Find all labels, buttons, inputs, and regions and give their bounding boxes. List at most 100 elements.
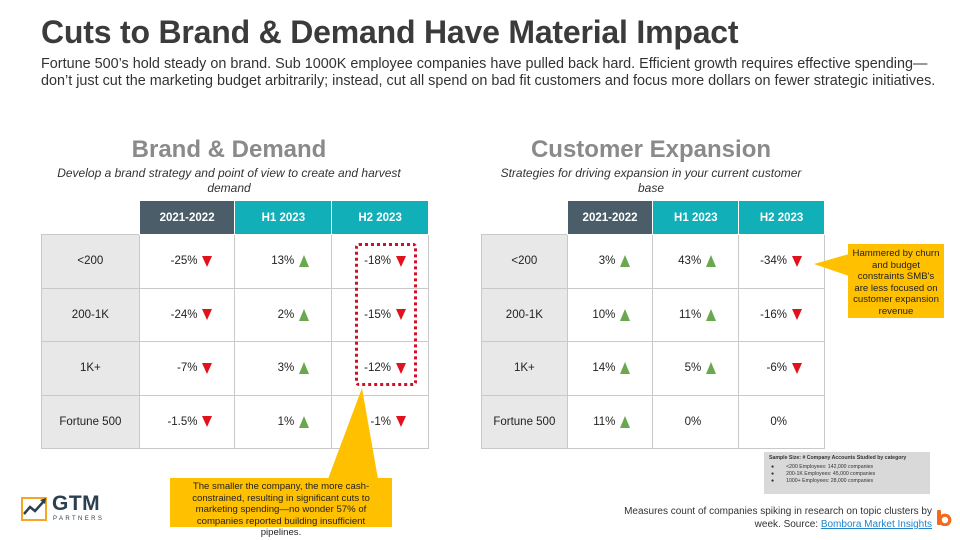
down-arrow-icon — [792, 309, 802, 321]
data-cell: -6% — [738, 341, 825, 396]
row-label: 1K+ — [481, 341, 568, 396]
data-cell: -24% — [138, 287, 236, 342]
data-cell: -1.5% — [138, 394, 236, 449]
gtm-logo: GTM PARTNERS — [21, 492, 121, 526]
sample-item: 200-1K Employees: 45,000 companies — [769, 471, 925, 478]
up-arrow-icon — [706, 255, 717, 268]
up-arrow-icon — [620, 255, 631, 268]
up-arrow-icon — [706, 308, 717, 321]
data-cell: 5% — [652, 341, 740, 396]
cell-value: 3% — [277, 362, 295, 375]
small-company-callout: The smaller the company, the more cash-c… — [170, 478, 392, 538]
churn-callout: Hammered by churn and budget constraints… — [848, 244, 944, 318]
table-row: <200 -25% 13% -18% — [41, 234, 429, 289]
col-header: H2 2023 — [738, 200, 825, 235]
cell-value: 0% — [684, 415, 702, 428]
table-row: <200 3% 43% -34% — [481, 234, 825, 289]
slide-subtitle: Fortune 500’s hold steady on brand. Sub … — [41, 56, 936, 89]
data-cell: 11% — [652, 287, 740, 342]
cell-value: 0% — [770, 415, 787, 428]
cell-value: -1.5% — [167, 415, 198, 428]
table-row: 200-1K 10% 11% -16% — [481, 287, 825, 342]
row-label: <200 — [41, 234, 140, 289]
cell-value: -34% — [760, 255, 787, 268]
data-cell: 10% — [566, 287, 654, 342]
cell-value: 5% — [684, 362, 702, 375]
table-row: Fortune 500 11% 0% 0% — [481, 394, 825, 449]
up-arrow-icon — [620, 415, 631, 428]
cell-value: 43% — [678, 255, 702, 268]
cell-value: 11% — [593, 415, 616, 428]
corner-cell — [41, 200, 140, 235]
data-cell: 43% — [652, 234, 740, 289]
cell-value: 10% — [592, 308, 616, 321]
col-header: 2021-2022 — [138, 200, 236, 235]
expansion-section-title: Customer Expansion — [530, 136, 772, 163]
up-arrow-icon — [299, 362, 310, 375]
sample-item: 1000+ Employees: 28,000 companies — [769, 478, 925, 485]
callout-pointer — [814, 254, 849, 276]
up-arrow-icon — [299, 308, 310, 321]
slide-title: Cuts to Brand & Demand Have Material Imp… — [41, 14, 739, 50]
footnote: Measures count of companies spiking in r… — [602, 505, 932, 531]
cell-value: -18% — [364, 255, 391, 268]
brand-section-title: Brand & Demand — [131, 136, 327, 163]
logo-sub: PARTNERS — [53, 516, 105, 522]
table-row: 200-1K -24% 2% -15% — [41, 287, 429, 342]
col-header: H1 2023 — [652, 200, 740, 235]
cell-value: 11% — [679, 308, 702, 321]
col-header: 2021-2022 — [566, 200, 654, 235]
data-cell: 3% — [234, 341, 333, 396]
cell-value: -24% — [170, 308, 198, 321]
cell-value: -16% — [760, 308, 787, 321]
cell-value: 3% — [598, 255, 616, 268]
cell-value: 13% — [271, 255, 295, 268]
table-row: 1K+ -7% 3% -12% — [41, 341, 429, 396]
cell-value: 14% — [592, 362, 616, 375]
brand-section-desc: Develop a brand strategy and point of vi… — [57, 166, 401, 195]
col-header: H1 2023 — [234, 200, 333, 235]
cell-value: -7% — [177, 362, 198, 375]
data-cell: -25% — [138, 234, 236, 289]
callout-pointer — [328, 388, 378, 479]
data-cell: 13% — [234, 234, 333, 289]
chart-logo-icon — [21, 497, 47, 521]
cell-value: -1% — [370, 415, 391, 428]
data-cell: 1% — [234, 394, 333, 449]
row-label: 200-1K — [41, 287, 140, 342]
bombora-logo-icon — [937, 510, 952, 526]
col-header: H2 2023 — [331, 200, 429, 235]
highlight-box — [355, 243, 417, 386]
down-arrow-icon — [396, 416, 406, 428]
cell-value: 2% — [277, 308, 295, 321]
sample-size-title: Sample Size: # Company Accounts Studied … — [769, 455, 907, 461]
down-arrow-icon — [396, 255, 406, 267]
up-arrow-icon — [620, 362, 631, 375]
data-cell: -7% — [138, 341, 236, 396]
down-arrow-icon — [396, 309, 406, 321]
source-link[interactable]: Bombora Market Insights — [820, 519, 932, 530]
down-arrow-icon — [202, 362, 213, 374]
footnote-text: Measures count of companies spiking in r… — [624, 506, 932, 530]
row-label: <200 — [481, 234, 568, 289]
data-cell: 3% — [566, 234, 654, 289]
row-label: 200-1K — [481, 287, 568, 342]
data-cell: -15% — [331, 287, 429, 342]
sample-item: <200 Employees: 142,000 companies — [769, 464, 925, 471]
corner-cell — [481, 200, 568, 235]
data-cell: 2% — [234, 287, 333, 342]
expansion-section-desc: Strategies for driving expansion in your… — [500, 166, 802, 195]
row-label: Fortune 500 — [481, 394, 568, 449]
up-arrow-icon — [620, 308, 631, 321]
data-cell: 0% — [652, 394, 740, 449]
data-cell: -34% — [738, 234, 825, 289]
data-cell: 11% — [566, 394, 654, 449]
down-arrow-icon — [202, 309, 213, 321]
cell-value: -12% — [364, 362, 391, 375]
expansion-table: 2021-2022 H1 2023 H2 2023 <200 3% 43% -34% 2… — [481, 200, 825, 449]
up-arrow-icon — [706, 362, 717, 375]
down-arrow-icon — [792, 362, 802, 374]
data-cell: -16% — [738, 287, 825, 342]
data-cell: 0% — [738, 394, 825, 449]
down-arrow-icon — [396, 362, 406, 374]
